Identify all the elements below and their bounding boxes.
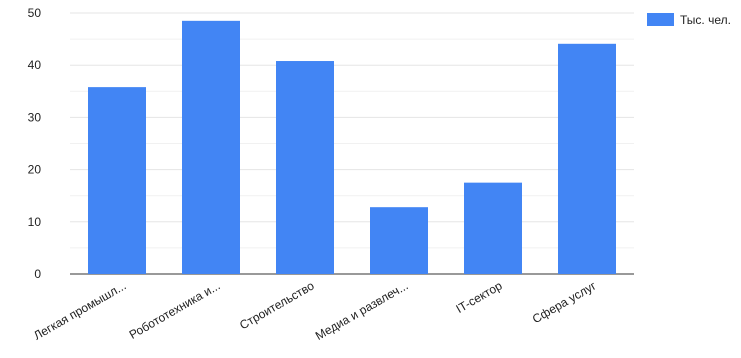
- x-axis-ticks: Легкая промышл...Робототехника и... Строи…: [31, 278, 599, 343]
- y-tick-label: 10: [28, 215, 42, 229]
- legend: Тыс. чел.: [647, 13, 731, 27]
- x-tick-label: Строительство: [237, 278, 317, 332]
- bar: [558, 43, 616, 274]
- legend-swatch: [647, 13, 674, 26]
- y-tick-label: 20: [28, 163, 42, 177]
- x-tick-label: Медиа и развлеч...: [313, 278, 411, 342]
- x-tick-label: IT-сектор: [454, 278, 505, 316]
- bar: [88, 87, 146, 275]
- y-tick-label: 40: [28, 58, 42, 72]
- legend-label: Тыс. чел.: [680, 13, 731, 27]
- y-tick-label: 0: [34, 267, 41, 281]
- x-tick-label: Робототехника и...: [127, 278, 223, 341]
- x-tick-label: Легкая промышл...: [31, 278, 128, 342]
- bars: [88, 20, 616, 275]
- x-tick-label: Сфера услуг: [530, 278, 599, 326]
- gridlines: [70, 12, 634, 275]
- bar: [464, 182, 522, 274]
- y-axis-ticks: 0 10 20 30 40 50: [28, 6, 42, 281]
- bar: [182, 20, 240, 274]
- y-tick-label: 50: [28, 6, 42, 20]
- bar: [370, 207, 428, 274]
- bar: [276, 61, 334, 274]
- y-tick-label: 30: [28, 110, 42, 124]
